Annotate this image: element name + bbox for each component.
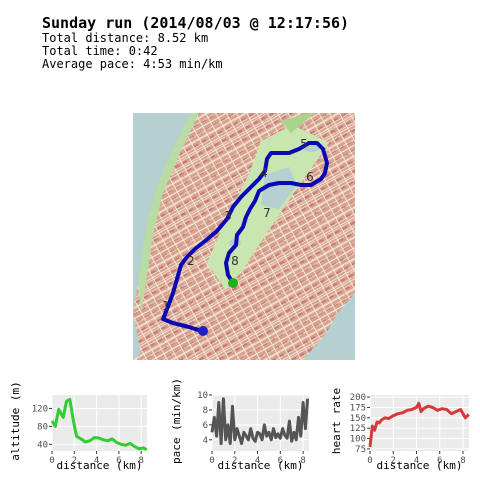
km-markers: 1 2 3 4 5 6 7 8: [162, 137, 314, 313]
heart-rate-x-tick-label: 0: [367, 456, 372, 466]
km-marker-1: 1: [162, 299, 170, 313]
pace-plot-panel: [212, 395, 309, 451]
east-river: [303, 293, 355, 360]
km-marker-3: 3: [224, 209, 232, 223]
pace-x-tick-label: 0: [209, 456, 214, 466]
pace-y-tick-label: 4: [203, 436, 208, 446]
pace-y-tick-label: 8: [203, 406, 208, 416]
heart-rate-x-tick-label: 2: [391, 456, 396, 466]
heart-rate-y-tick-label: 150: [350, 414, 366, 424]
average-pace: Average pace: 4:53 min/km: [42, 57, 223, 71]
altitude-x-tick-label: 4: [94, 456, 99, 466]
pace-x-tick-label: 2: [232, 456, 237, 466]
route-map[interactable]: 1 2 3 4 5 6 7 8: [133, 113, 355, 360]
heart-rate-chart: 0 2 4 6 8 75 100 125 150 175 200 distance (km) heart…: [324, 375, 474, 475]
start-marker[interactable]: [228, 278, 238, 288]
altitude-x-tick-label: 0: [49, 456, 54, 466]
run-summary: Sunday run (2014/08/03 @ 12:17:56) Total…: [42, 14, 349, 71]
route-map-svg: 1 2 3 4 5 6 7 8: [133, 113, 355, 360]
km-marker-6: 6: [306, 170, 314, 184]
km-marker-2: 2: [187, 254, 195, 268]
heart-rate-x-tick-label: 8: [460, 456, 465, 466]
altitude-plot-panel: [52, 395, 147, 451]
heart-rate-series-line: [368, 401, 470, 448]
pace-y-axis-label: pace (min/km): [170, 378, 183, 464]
heart-rate-x-tick-label: 6: [437, 456, 442, 466]
heart-rate-y-tick-label: 100: [350, 435, 366, 445]
altitude-y-tick-label: 80: [37, 422, 48, 432]
central-park: [207, 125, 329, 289]
hudson-river-south: [133, 313, 141, 360]
km-marker-4: 4: [260, 166, 268, 180]
total-distance: Total distance: 8.52 km: [42, 31, 209, 45]
hudson-river: [133, 113, 191, 313]
route-line: [161, 141, 329, 333]
altitude-y-axis-label: altitude (m): [9, 381, 22, 460]
run-title: Sunday run (2014/08/03 @ 12:17:56): [42, 14, 350, 32]
heart-rate-y-axis-label: heart rate: [330, 388, 343, 454]
heart-rate-y-tick-label: 200: [350, 393, 366, 403]
pace-chart-svg: 0 2 4 6 8 4 6 8 10 distance (km) pace (min/km): [170, 378, 310, 472]
altitude-x-axis-label: distance (km): [56, 459, 142, 472]
pace-x-tick-label: 4: [255, 456, 260, 466]
km-marker-5: 5: [300, 137, 308, 151]
pace-y-tick-label: 10: [197, 391, 208, 401]
morningside-park: [281, 113, 315, 133]
altitude-x-tick-label: 2: [72, 456, 77, 466]
altitude-chart: 0 2 4 6 8 40 80 120 distance (km) altitude (m): [2, 375, 152, 475]
km-marker-7: 7: [263, 206, 271, 220]
altitude-series-line: [50, 398, 148, 452]
pace-chart: 0 2 4 6 8 4 6 8 10 distance (km) pace (min/km): [164, 375, 314, 475]
riverside-park: [138, 113, 199, 313]
heart-rate-y-tick-label: 125: [350, 424, 366, 434]
heart-rate-x-tick-label: 4: [414, 456, 419, 466]
reservoir: [261, 167, 297, 209]
total-time: Total time: 0:42: [42, 44, 158, 58]
altitude-y-tick-label: 120: [32, 404, 48, 414]
heart-rate-y-tick-label: 175: [350, 403, 366, 413]
altitude-x-tick-label: 6: [116, 456, 121, 466]
altitude-y-tick-label: 40: [37, 440, 48, 450]
altitude-chart-svg: 0 2 4 6 8 40 80 120 distance (km) altitude (m): [9, 381, 148, 472]
pace-x-tick-label: 8: [300, 456, 305, 466]
end-marker[interactable]: [198, 326, 208, 336]
altitude-x-tick-label: 8: [138, 456, 143, 466]
pace-y-tick-label: 6: [203, 421, 208, 431]
pace-x-axis-label: distance (km): [217, 459, 303, 472]
heart-rate-x-axis-label: distance (km): [376, 459, 462, 472]
km-marker-8: 8: [231, 254, 239, 268]
heart-rate-y-tick-label: 75: [355, 445, 366, 455]
pace-x-tick-label: 6: [278, 456, 283, 466]
